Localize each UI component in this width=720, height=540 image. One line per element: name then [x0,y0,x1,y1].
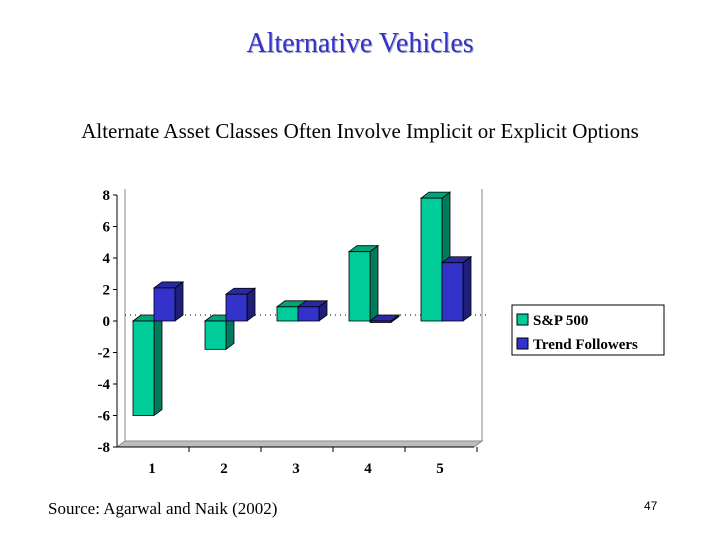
y-axis-ticks: 8 6 4 2 0 -2 -4 -6 -8 [98,188,117,456]
bar [296,300,329,322]
y-tick-label: 0 [103,314,111,330]
bar [440,255,473,322]
bar-front [420,197,443,322]
y-tick-label: -2 [98,346,111,362]
y-tick-label: 2 [103,283,111,299]
bar [368,314,401,324]
bar-front [225,293,248,322]
bar-side [174,281,184,322]
bar-front [441,262,464,322]
bar-front [369,320,392,323]
bar-side [153,314,163,417]
y-tick-label: 6 [103,220,111,236]
x-tick-label: 2 [220,461,228,477]
x-axis-ticks: 1 2 3 4 5 [148,447,478,477]
bar-front [153,287,176,322]
chart-bars [131,191,473,417]
bar [131,314,164,417]
x-tick-label: 3 [292,461,300,477]
x-tick-label: 4 [364,461,372,477]
y-tick-label: -8 [98,440,111,456]
y-tick-label: -4 [98,377,111,393]
chart-floor-plane [115,440,484,448]
bar [347,244,380,322]
legend-swatch-sp500 [516,313,529,326]
x-tick-label: 1 [148,461,156,477]
y-tick-label: 4 [103,251,111,267]
bar [224,287,257,322]
bar-front [132,320,155,416]
bar-front [297,306,320,322]
y-tick-label: 8 [103,188,111,204]
bar-front [276,306,299,322]
bar-front [348,251,371,322]
legend-box [511,304,665,356]
legend-label-trend-followers: Trend Followers [533,337,638,353]
y-tick-label: -6 [98,409,111,425]
bar-front [204,320,227,350]
chart-floor [115,440,484,448]
slide-subtitle: Alternate Asset Classes Often Involve Im… [81,119,639,143]
legend-swatch-trend-followers [516,337,529,350]
chart-legend: S&P 500 Trend Followers [511,304,665,356]
bar-side [369,244,379,322]
x-tick-label: 5 [436,461,444,477]
source-note: Source: Agarwal and Naik (2002) [48,499,278,518]
bar-side [462,255,472,322]
bar [152,281,185,322]
legend-label-sp500: S&P 500 [533,313,588,329]
slide-title: Alternative Vehicles [246,28,474,59]
page-number: 47 [644,499,658,513]
